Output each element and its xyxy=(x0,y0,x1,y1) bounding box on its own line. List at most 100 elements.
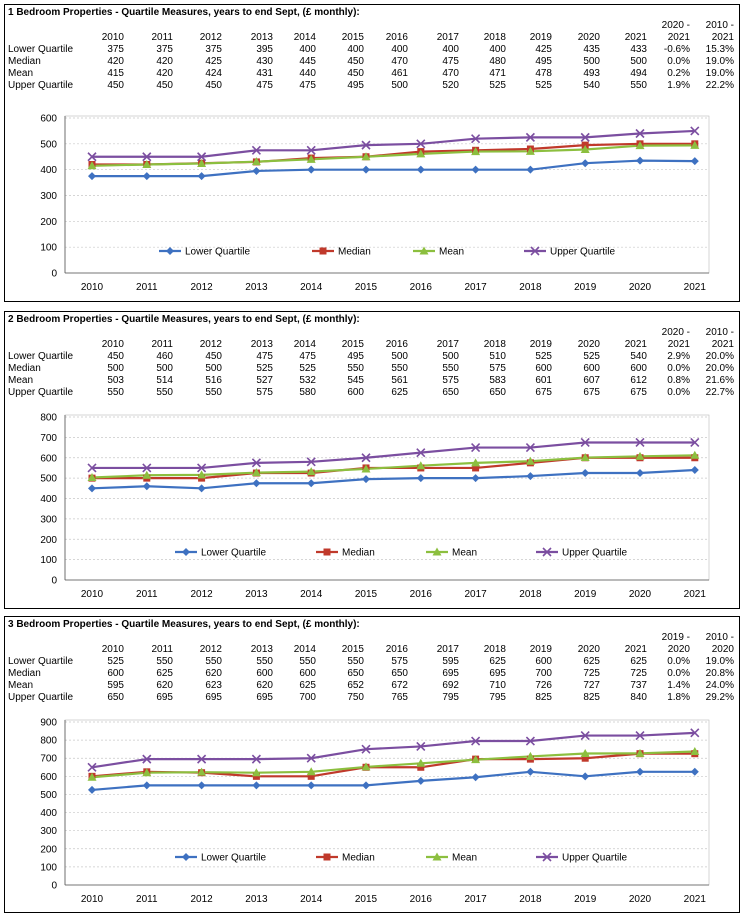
triangle-marker xyxy=(197,158,207,167)
table-cell: 795 xyxy=(489,692,506,703)
year-header: 2011 xyxy=(151,644,173,655)
table-cell: 650 xyxy=(391,668,408,679)
table-cell: 550 xyxy=(205,387,222,398)
y-tick-label: 300 xyxy=(40,191,57,202)
diamond-marker xyxy=(197,172,206,181)
triangle-marker xyxy=(690,450,700,459)
year-header: 2020 xyxy=(577,644,600,655)
x-tick-label: 2020 xyxy=(629,282,652,293)
change-header: 2020 xyxy=(667,644,690,655)
x-tick-label: 2013 xyxy=(245,282,268,293)
cross-marker xyxy=(87,152,97,162)
diamond-marker xyxy=(197,781,206,790)
diamond-marker xyxy=(307,479,316,488)
x-tick-label: 2017 xyxy=(464,589,487,600)
diamond-marker xyxy=(307,165,316,174)
row-label: Mean xyxy=(8,680,34,691)
table-cell: 475 xyxy=(299,80,316,91)
change-header: 2010 - xyxy=(705,20,734,31)
triangle-marker xyxy=(87,772,97,781)
year-header: 2014 xyxy=(293,339,316,350)
table-cell: 600 xyxy=(535,363,552,374)
table-cell: 695 xyxy=(442,668,459,679)
y-tick-label: 600 xyxy=(40,453,57,464)
table-cell: 600 xyxy=(299,668,316,679)
cross-stroke xyxy=(690,437,700,448)
table-cell: 725 xyxy=(583,668,600,679)
diamond-marker xyxy=(471,165,480,174)
year-header: 2014 xyxy=(293,32,316,43)
table-cell: 424 xyxy=(205,68,222,79)
cross-stroke xyxy=(690,728,700,738)
triangle-marker xyxy=(471,755,481,764)
triangle-marker xyxy=(361,762,371,771)
panel-title: 2 Bedroom Properties - Quartile Measures… xyxy=(8,314,360,325)
cross-stroke xyxy=(471,736,481,746)
cross-stroke xyxy=(306,457,316,467)
x-tick-label: 2013 xyxy=(245,894,268,905)
table-cell: 433 xyxy=(630,44,647,55)
cross-stroke xyxy=(361,453,371,463)
y-tick-label: 0 xyxy=(51,881,57,892)
x-tick-label: 2015 xyxy=(355,894,378,905)
triangle-marker xyxy=(197,470,207,479)
x-tick-label: 2017 xyxy=(464,894,487,905)
table-cell: 525 xyxy=(107,656,124,667)
legend-label: Mean xyxy=(439,247,464,258)
diamond-marker xyxy=(166,247,174,255)
x-tick-label: 2021 xyxy=(684,589,707,600)
year-header: 2012 xyxy=(199,32,222,43)
change-cell: 20.8% xyxy=(705,668,734,679)
cross-stroke xyxy=(306,753,316,763)
table-cell: 675 xyxy=(535,387,552,398)
y-tick-label: 100 xyxy=(40,862,57,873)
x-tick-label: 2015 xyxy=(355,589,378,600)
cross-marker xyxy=(251,458,261,468)
table-cell: 561 xyxy=(391,375,408,386)
table-cell: 450 xyxy=(205,351,222,362)
legend-label: Upper Quartile xyxy=(562,853,627,864)
year-header: 2021 xyxy=(624,32,647,43)
table-cell: 400 xyxy=(391,44,408,55)
change-cell: 1.9% xyxy=(667,80,690,91)
cross-stroke xyxy=(361,140,371,150)
table-cell: 450 xyxy=(347,68,364,79)
triangle-marker xyxy=(361,152,371,161)
change-cell: 15.3% xyxy=(705,44,734,55)
table-cell: 550 xyxy=(205,656,222,667)
cross-stroke xyxy=(251,754,261,764)
change-header: 2020 - xyxy=(661,20,690,31)
table-cell: 575 xyxy=(391,656,408,667)
table-cell: 595 xyxy=(442,656,459,667)
panel-2-bedroom: 2 Bedroom Properties - Quartile Measures… xyxy=(4,311,740,609)
cross-marker xyxy=(530,246,540,256)
change-cell: 1.8% xyxy=(667,692,690,703)
table-cell: 675 xyxy=(630,387,647,398)
legend-label: Median xyxy=(338,247,371,258)
diamond-marker xyxy=(307,781,316,790)
cross-stroke xyxy=(471,134,481,144)
table-cell: 695 xyxy=(256,692,273,703)
table-cell: 525 xyxy=(583,351,600,362)
square-marker xyxy=(323,853,331,861)
legend-label: Upper Quartile xyxy=(562,548,627,559)
change-cell: 20.0% xyxy=(705,351,734,362)
cross-marker xyxy=(416,139,426,149)
triangle-marker xyxy=(525,456,535,465)
table-cell: 600 xyxy=(630,363,647,374)
table-cell: 400 xyxy=(347,44,364,55)
cross-marker xyxy=(361,744,371,754)
year-header: 2011 xyxy=(151,32,173,43)
square-marker xyxy=(472,464,480,472)
cross-stroke xyxy=(542,852,552,862)
cross-marker xyxy=(580,731,590,741)
y-tick-label: 800 xyxy=(40,413,57,424)
table-cell: 527 xyxy=(256,375,273,386)
table-cell: 650 xyxy=(442,387,459,398)
triangle-marker xyxy=(419,246,429,255)
table-cell: 461 xyxy=(391,68,408,79)
legend-label: Upper Quartile xyxy=(550,247,615,258)
cross-stroke xyxy=(87,463,97,473)
table-cell: 623 xyxy=(205,680,222,691)
y-tick-label: 700 xyxy=(40,433,57,444)
